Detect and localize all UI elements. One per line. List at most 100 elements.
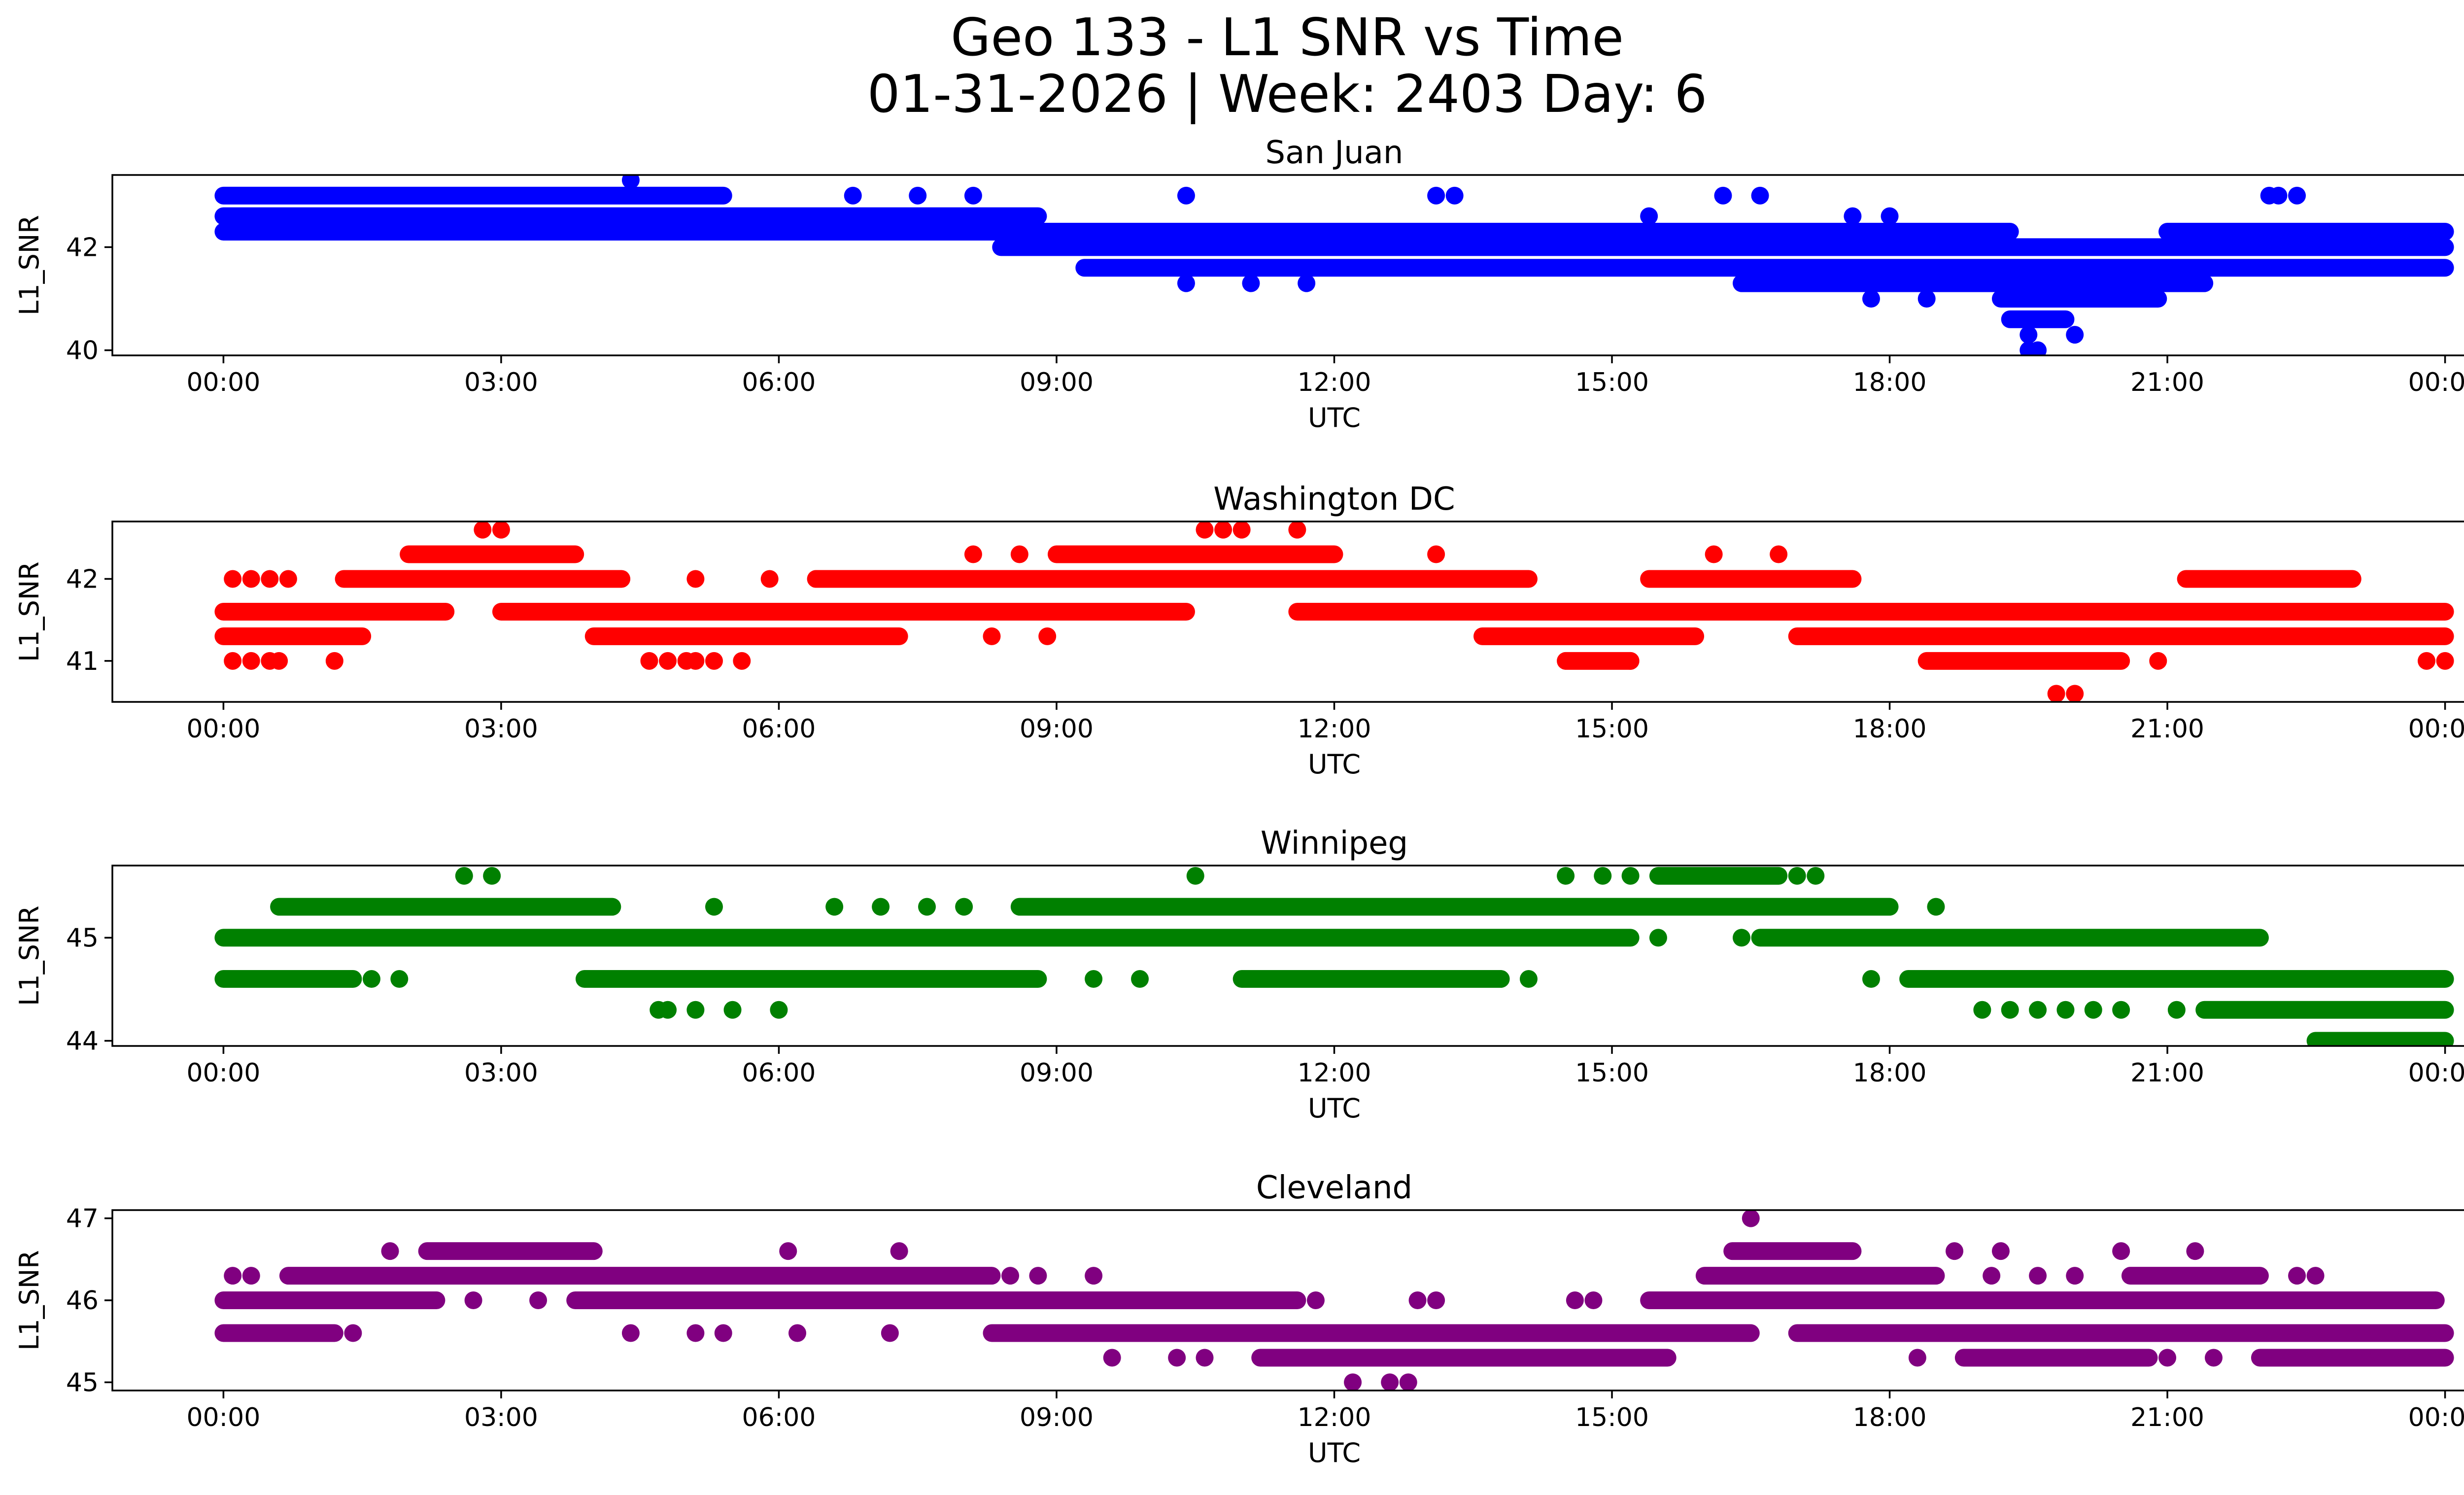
data-point [325, 652, 343, 670]
data-point [1844, 207, 1862, 225]
data-point [1733, 929, 1750, 947]
data-point [1594, 867, 1612, 885]
subplot-title: Washington DC [1213, 481, 1455, 518]
data-point [529, 1291, 548, 1309]
y-tick-label: 45 [66, 1368, 99, 1397]
subplot-san-juan: San Juan 00:00 03:00 06:00 09:00 12:00 15:00 18… [14, 135, 2464, 433]
data-point [1232, 522, 1251, 539]
data-point [2288, 186, 2306, 205]
x-tick-label: 00:00 [2408, 714, 2464, 744]
data-point [1010, 545, 1028, 563]
y-tick-label: 45 [66, 923, 99, 953]
x-tick-label: 15:00 [1575, 1403, 1649, 1432]
data-point [1306, 1291, 1325, 1309]
data-point [1908, 1349, 1926, 1367]
y-axis-label: L1_SNR [14, 905, 45, 1006]
data-point [686, 1324, 705, 1342]
data-point [224, 570, 242, 588]
subplot-title: Cleveland [1256, 1170, 1412, 1206]
data-point [1917, 289, 1936, 308]
data-point [2436, 652, 2454, 670]
x-tick-label: 03:00 [464, 714, 538, 744]
scatter-series [214, 175, 2454, 355]
data-point [2418, 652, 2436, 670]
data-point [1103, 1349, 1121, 1367]
data-point [261, 570, 279, 588]
x-tick-label: 00:00 [186, 1403, 260, 1432]
data-point [344, 1324, 362, 1342]
x-tick-label: 00:00 [2408, 368, 2464, 397]
data-point [2047, 685, 2065, 702]
data-point [1584, 1291, 1603, 1309]
x-axis-label: UTC [1308, 1437, 1361, 1468]
data-point [1705, 545, 1723, 563]
data-point [1085, 1267, 1103, 1285]
data-point [2167, 1001, 2186, 1019]
data-point [2019, 326, 2038, 344]
y-tick-label: 40 [66, 336, 99, 366]
data-point [825, 898, 844, 916]
data-point [890, 1242, 908, 1260]
x-tick-label: 12:00 [1298, 368, 1371, 397]
data-point [362, 970, 380, 988]
data-point [1168, 1349, 1186, 1367]
data-point [723, 1001, 742, 1019]
data-point [1186, 867, 1204, 885]
data-point [2001, 1001, 2019, 1019]
data-point [1298, 274, 1316, 292]
data-point [659, 652, 677, 670]
data-point [1085, 970, 1103, 988]
x-tick-label: 18:00 [1853, 714, 1927, 744]
data-point [1881, 207, 1899, 225]
data-point [659, 1001, 677, 1019]
data-point [390, 970, 409, 988]
x-tick-label: 06:00 [742, 1058, 816, 1088]
data-point [1788, 867, 1806, 885]
x-tick-label: 03:00 [464, 1403, 538, 1432]
x-tick-label: 21:00 [2130, 714, 2204, 744]
subplot-title: Winnipeg [1261, 825, 1408, 862]
figure-title-line2: 01-31-2026 | Week: 2403 Day: 6 [867, 64, 1708, 125]
data-point [621, 1324, 640, 1342]
data-point [705, 898, 723, 916]
data-point [242, 1267, 260, 1285]
data-point [1427, 1291, 1445, 1309]
data-point [1445, 186, 1464, 205]
data-point [788, 1324, 807, 1342]
x-tick-label: 18:00 [1853, 1058, 1927, 1088]
x-tick-label: 00:00 [2408, 1403, 2464, 1432]
data-point [686, 1001, 705, 1019]
data-point [2269, 186, 2288, 205]
data-point [1177, 186, 1195, 205]
data-point [1973, 1001, 1991, 1019]
data-point [1029, 1267, 1047, 1285]
x-tick-label: 12:00 [1298, 1403, 1371, 1432]
data-point [1649, 929, 1667, 947]
subplot-cleveland: Cleveland 00:00 03:00 06:00 09:00 12:00 15:00 1… [14, 1170, 2464, 1468]
data-point [2066, 685, 2084, 702]
data-point [844, 186, 862, 205]
y-tick-label: 42 [66, 564, 99, 594]
data-point [1946, 1242, 1964, 1260]
x-tick-label: 00:00 [186, 1058, 260, 1088]
x-tick-label: 15:00 [1575, 368, 1649, 397]
data-point [1399, 1373, 1417, 1391]
x-tick-label: 06:00 [742, 368, 816, 397]
y-tick-label: 46 [66, 1286, 99, 1316]
data-point [483, 867, 501, 885]
data-point [2158, 1349, 2177, 1367]
data-point [2066, 1267, 2084, 1285]
data-point [474, 522, 492, 539]
data-point [1427, 545, 1445, 563]
y-tick-label: 41 [66, 647, 99, 676]
x-tick-label: 12:00 [1298, 714, 1371, 744]
data-point [2149, 652, 2167, 670]
data-point [1427, 186, 1445, 205]
data-point [455, 867, 473, 885]
data-point [1177, 274, 1195, 292]
subplot-title: San Juan [1266, 135, 1403, 171]
data-point [872, 898, 890, 916]
data-point [1714, 186, 1732, 205]
data-point [1640, 207, 1658, 225]
x-axis-label: UTC [1308, 402, 1361, 433]
